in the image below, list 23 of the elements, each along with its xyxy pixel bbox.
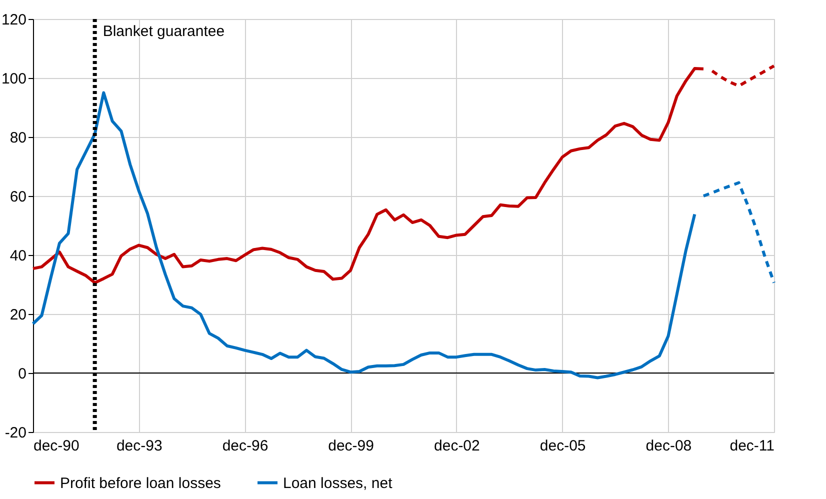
- y-tick-label: 40: [10, 248, 26, 264]
- y-tick-label: 60: [10, 188, 26, 206]
- ref-line-label: Blanket guarantee: [102, 23, 225, 40]
- x-tick-label: dec-08: [646, 438, 692, 454]
- line-series: [702, 181, 776, 284]
- x-tick-label: dec-02: [434, 438, 480, 454]
- line-series: [710, 64, 776, 88]
- y-tick-label: 120: [1, 12, 26, 28]
- legend-label: Profit before loan losses: [60, 474, 221, 492]
- y-tick-label: -20: [4, 424, 26, 442]
- y-tick-label: 100: [1, 70, 26, 88]
- line-series: [32, 67, 705, 284]
- y-tick-label: 80: [10, 130, 26, 146]
- x-tick-label: dec-96: [222, 438, 268, 454]
- y-tick-label: 20: [10, 306, 26, 324]
- x-tick-label: dec-99: [328, 438, 374, 454]
- legend-label: Loan losses, net: [283, 474, 394, 492]
- x-tick-label: dec-93: [116, 438, 162, 454]
- x-tick-label: dec-05: [540, 438, 586, 454]
- y-tick-label: 0: [18, 366, 26, 382]
- x-tick-label: dec-90: [34, 438, 80, 454]
- x-tick-label: dec-11: [730, 438, 774, 454]
- line-series: [32, 91, 696, 380]
